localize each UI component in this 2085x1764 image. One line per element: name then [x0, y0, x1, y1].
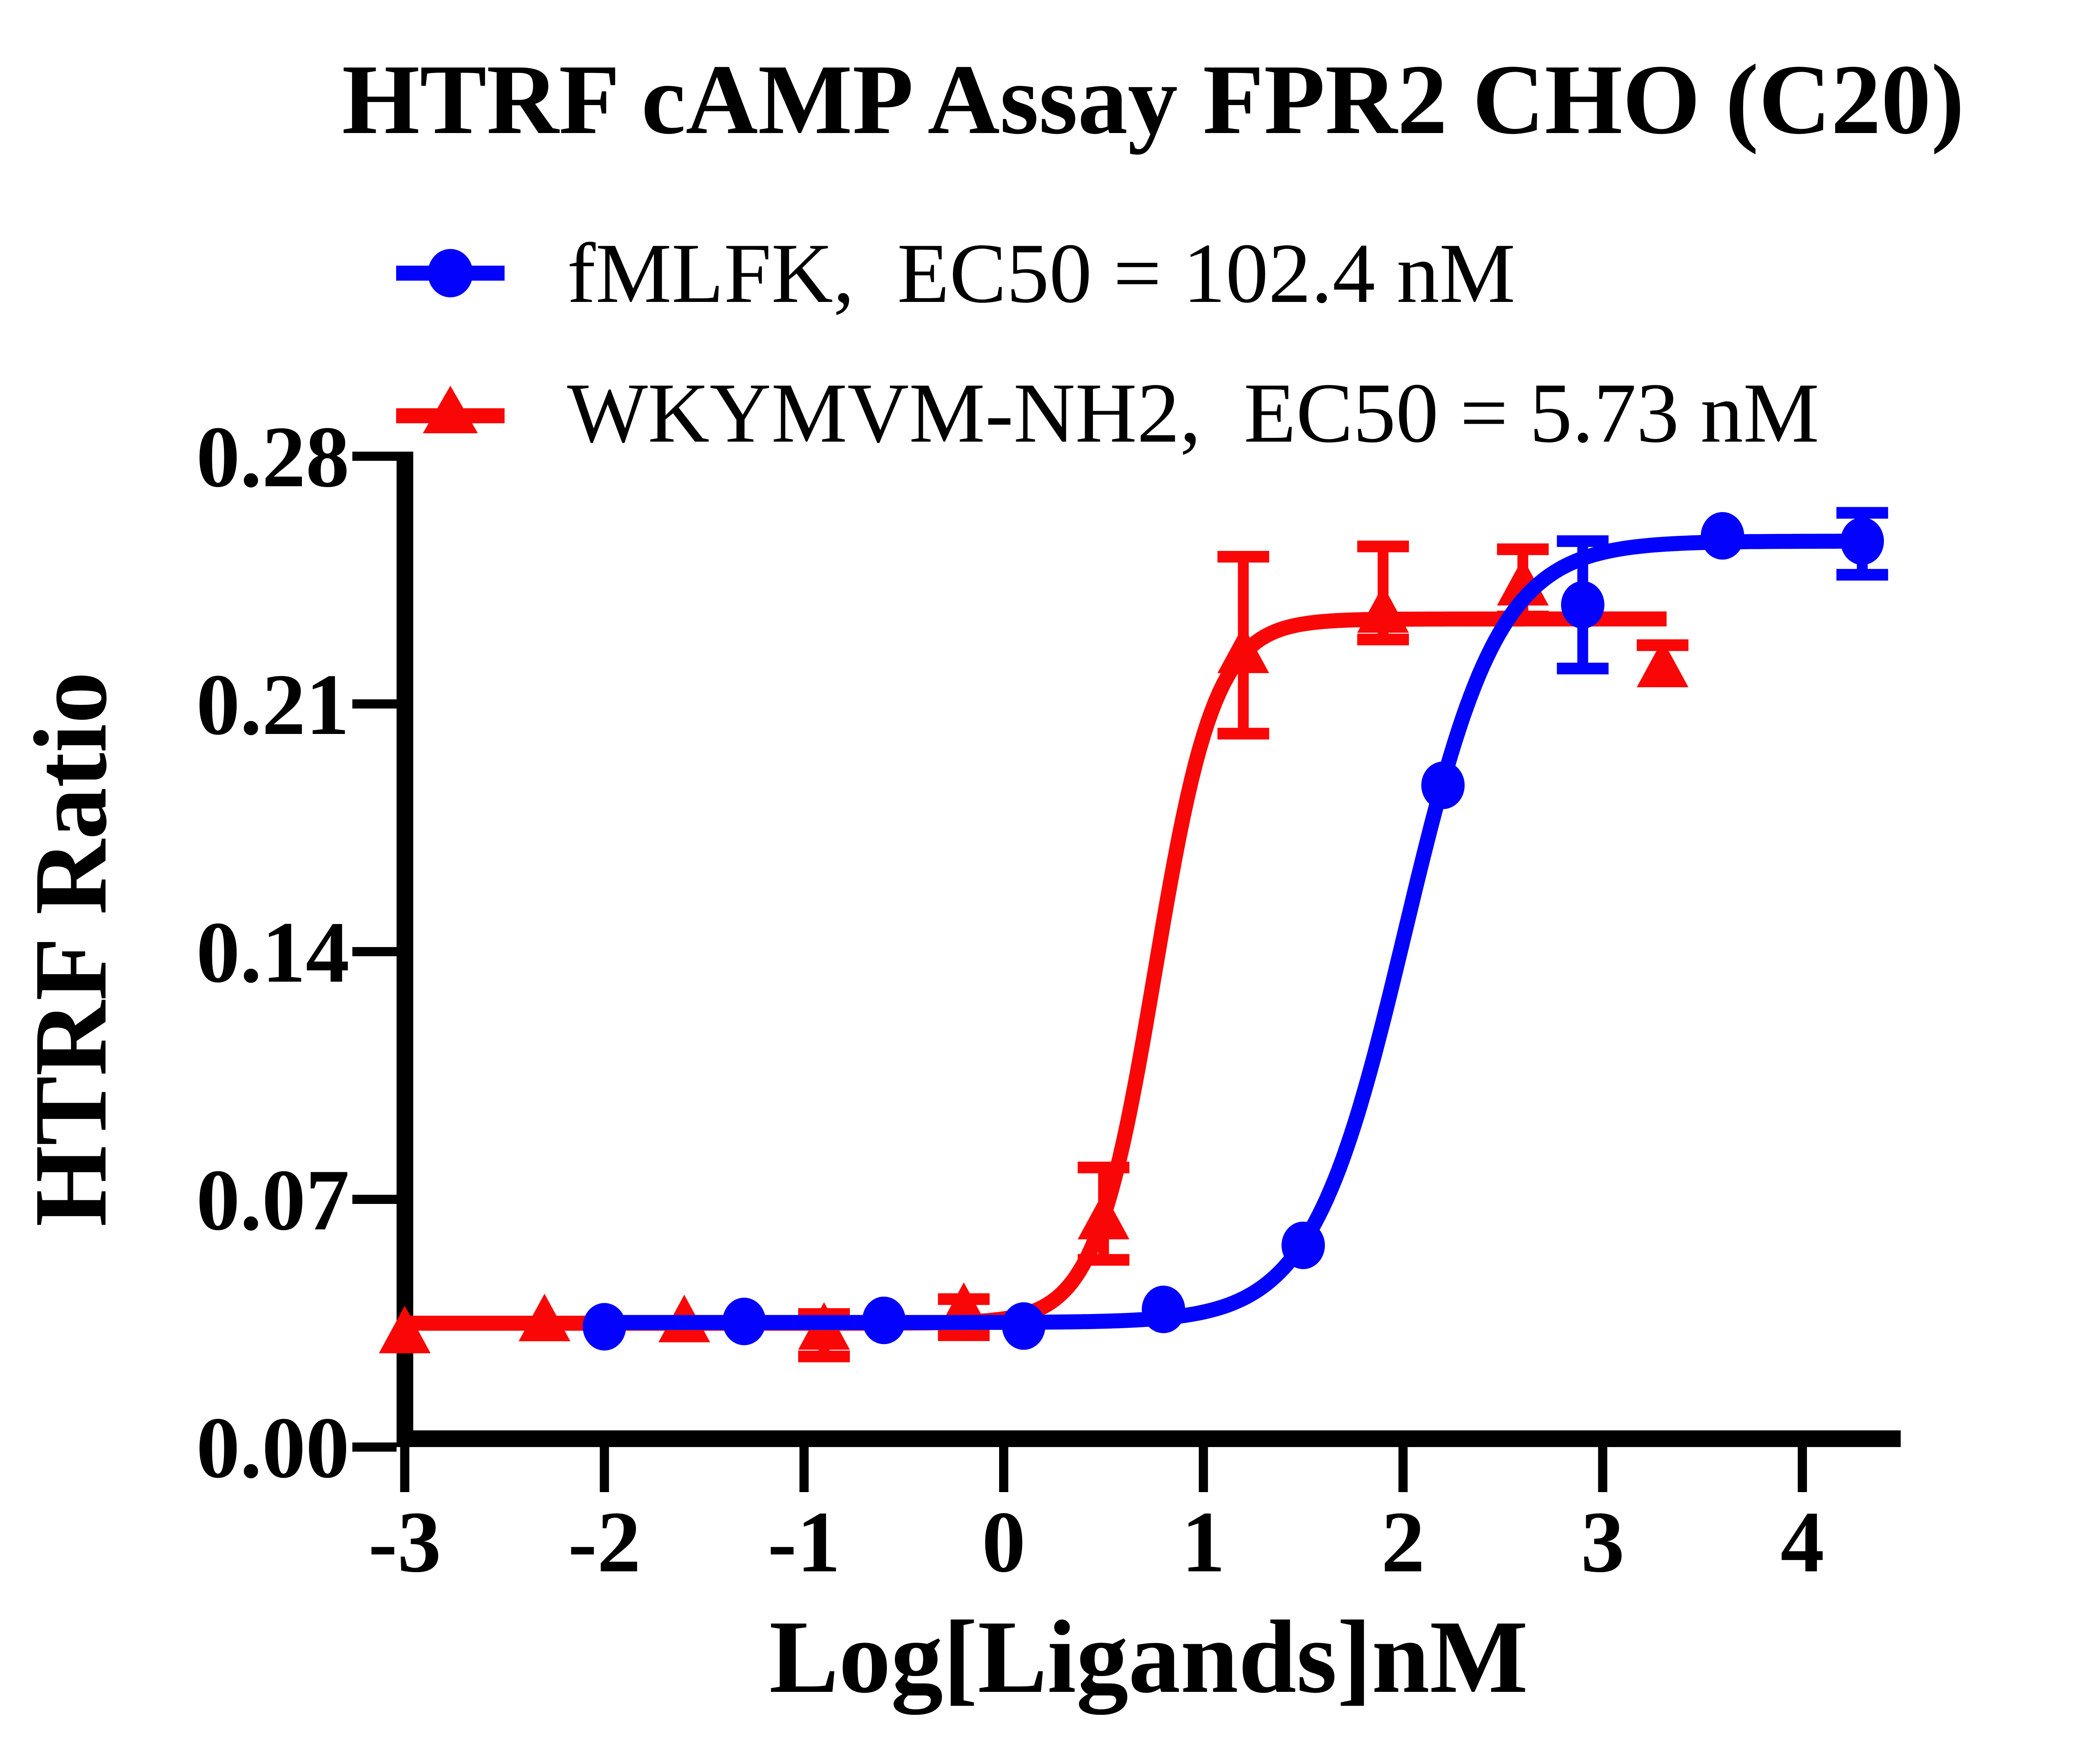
x-axis-title: Log[Ligands]nM [769, 1599, 1528, 1715]
data-point-triangle [1357, 585, 1409, 633]
y-tick-label: 0.14 [196, 904, 350, 1001]
data-point-circle [1561, 581, 1605, 629]
series-fmlfk [583, 507, 1888, 1351]
data-point-circle [1840, 517, 1884, 565]
x-tick-label: 4 [1781, 1494, 1824, 1591]
fit-curve [401, 611, 1670, 1331]
y-tick-label: 0.07 [196, 1152, 350, 1249]
data-point-circle [862, 1297, 906, 1344]
data-point-circle [583, 1303, 626, 1351]
legend-item-wkymvm: WKYMVM-NH2, EC50 = 5.73 nM [396, 365, 1819, 461]
tick-labels: -3 -2 -1 0 1 2 3 4 0.00 0.07 0.14 0.21 0.28 [196, 409, 1824, 1591]
x-tick-label: 3 [1581, 1494, 1625, 1591]
x-tick-label: -1 [768, 1494, 841, 1591]
axes [352, 452, 1901, 1492]
series-wkymvm-nh2 [379, 540, 1689, 1362]
x-tick-label: 2 [1381, 1494, 1425, 1591]
y-tick-label: 0.21 [196, 656, 350, 753]
fit-curve [601, 533, 1870, 1330]
circle-series-marker-icon [396, 249, 505, 297]
data-point-triangle [379, 1306, 431, 1354]
legend: fMLFK, EC50 = 102.4 nM WKYMVM-NH2, EC50 … [396, 225, 1819, 461]
legend-label-wkymvm: WKYMVM-NH2, EC50 = 5.73 nM [567, 365, 1819, 460]
data-point-circle [1142, 1285, 1186, 1333]
data-point-circle [722, 1297, 766, 1345]
data-point-triangle [1078, 1191, 1130, 1239]
data-point-triangle [1637, 640, 1689, 688]
x-tick-label: 1 [1181, 1494, 1225, 1591]
data-point-circle [1421, 761, 1465, 809]
x-tick-label: 0 [982, 1494, 1026, 1591]
y-axis-title: HTRF Ratio [13, 671, 128, 1227]
data-point-circle [1281, 1221, 1325, 1269]
data-point-circle [1701, 512, 1744, 560]
x-tick-label: -3 [368, 1494, 441, 1591]
x-tick-label: -2 [568, 1494, 641, 1591]
data-point-triangle [1217, 626, 1269, 673]
data-point-triangle [518, 1294, 570, 1342]
chart-title: HTRF cAMP Assay FPR2 CHO (C20) [342, 44, 1964, 155]
legend-label-fmlfk: fMLFK, EC50 = 102.4 nM [567, 226, 1515, 321]
y-tick-label: 0.00 [196, 1400, 350, 1496]
y-tick-label: 0.28 [196, 409, 350, 505]
data-series [379, 507, 1888, 1362]
y-axis-spine [397, 452, 413, 1447]
legend-item-fmlfk: fMLFK, EC50 = 102.4 nM [396, 225, 1819, 321]
data-point-circle [1002, 1302, 1045, 1350]
triangle-series-marker-icon [396, 386, 505, 433]
x-axis-spine [397, 1430, 1901, 1447]
